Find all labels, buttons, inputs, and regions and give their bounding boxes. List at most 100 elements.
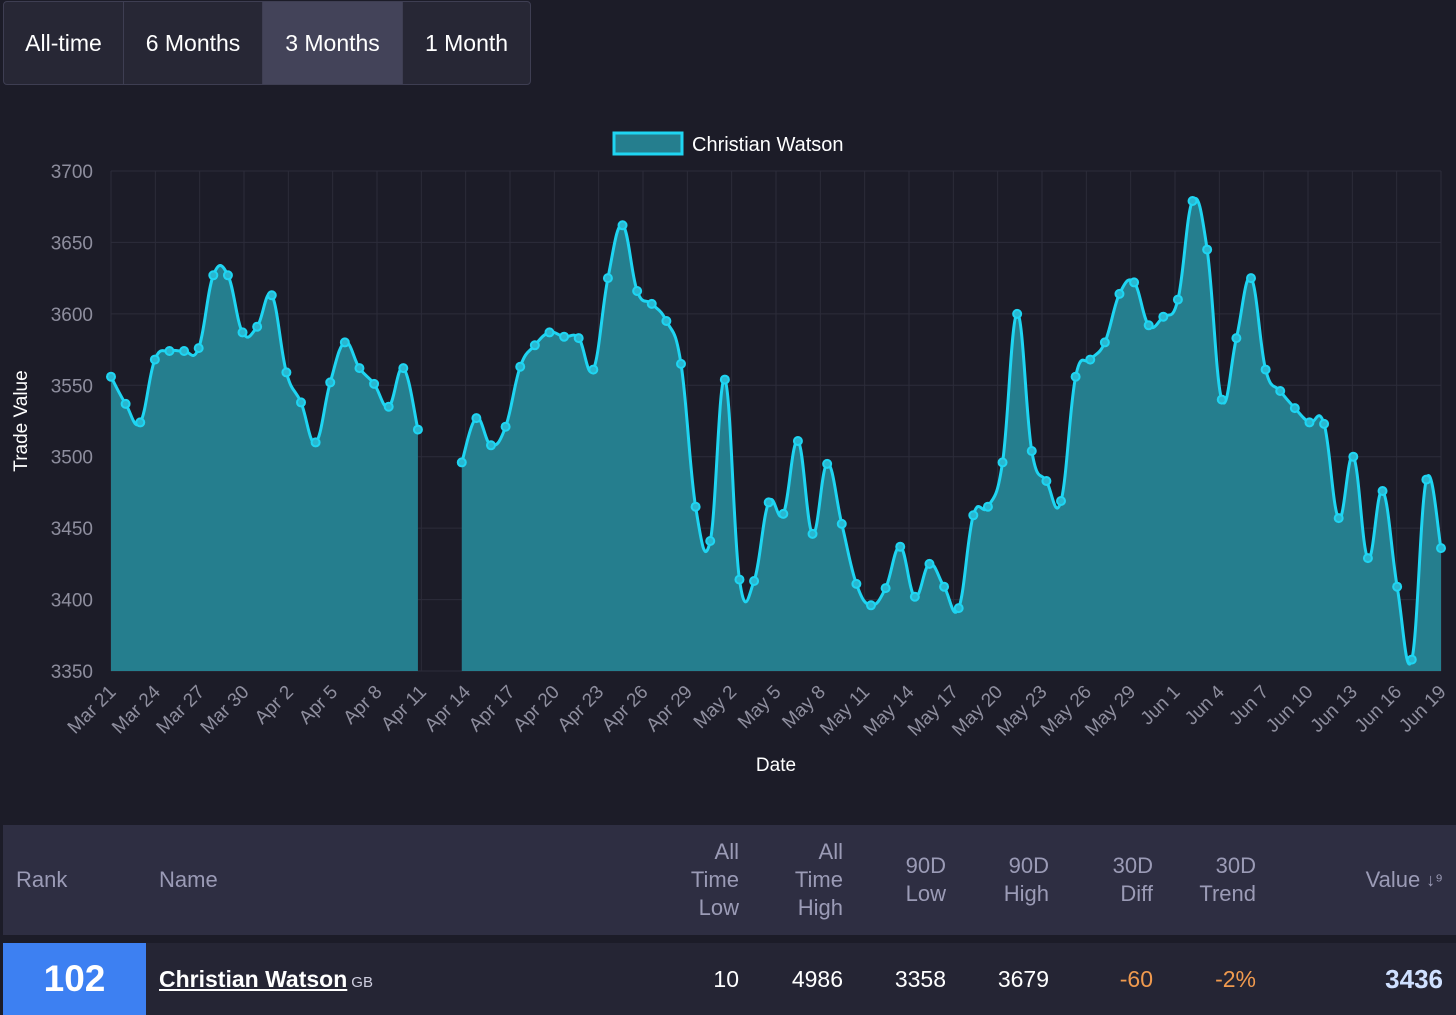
data-point: [1070, 371, 1081, 382]
header-value[interactable]: Value ↓⁹: [1365, 867, 1443, 892]
data-point: [807, 528, 818, 539]
player-name-cell: Christian Watson GB: [159, 943, 373, 1015]
data-point: [1275, 386, 1286, 396]
data-point: [544, 327, 555, 338]
x-tick-label: Jun 16: [1351, 682, 1406, 737]
data-point: [822, 458, 833, 469]
cell-90d-low: 3358: [894, 965, 946, 992]
header-30d-diff[interactable]: 30D Diff: [1112, 853, 1153, 906]
tab-3-months[interactable]: 3 Months: [263, 2, 403, 84]
data-point: [1406, 654, 1417, 665]
data-point: [690, 501, 701, 512]
x-tick-label: Apr 5: [295, 682, 342, 729]
data-point: [456, 457, 467, 468]
data-point: [617, 220, 628, 231]
header-90d-low[interactable]: 90D Low: [905, 853, 946, 906]
rank-badge: 102: [3, 943, 146, 1015]
tab-all-time[interactable]: All-time: [4, 2, 124, 84]
y-axis-title: Trade Value: [11, 370, 32, 471]
cell-30d-trend: -2%: [1215, 965, 1256, 992]
cell-all-time-low: 10: [713, 965, 739, 992]
y-tick-label: 3350: [51, 662, 93, 683]
data-point: [1377, 486, 1388, 496]
data-point: [266, 290, 277, 301]
legend-label: Christian Watson: [692, 134, 844, 156]
x-tick-label: Mar 24: [108, 681, 165, 738]
data-point: [310, 437, 321, 448]
data-point: [1202, 244, 1213, 255]
x-tick-label: Jun 10: [1262, 682, 1317, 737]
data-point: [1158, 311, 1169, 322]
x-tick-label: Apr 23: [554, 682, 608, 736]
data-point: [529, 340, 540, 351]
x-tick-label: May 5: [734, 682, 785, 733]
cell-30d-diff: -60: [1119, 965, 1153, 992]
data-point: [997, 457, 1008, 468]
data-point: [705, 536, 716, 546]
y-tick-label: 3700: [51, 162, 93, 183]
table-header: Rank Name All Time Low All Time High 90D Low …: [3, 825, 1456, 935]
data-point: [719, 374, 730, 385]
data-point: [500, 421, 511, 432]
data-point: [1348, 451, 1359, 462]
data-point: [237, 327, 248, 338]
data-point: [354, 363, 365, 374]
x-tick-label: Mar 30: [197, 682, 254, 739]
y-tick-label: 3600: [51, 305, 93, 326]
x-tick-label: Jun 1: [1137, 682, 1185, 730]
header-90d-high[interactable]: 90D High: [1003, 853, 1049, 906]
data-point: [1392, 581, 1403, 592]
header-name[interactable]: Name: [159, 867, 218, 892]
header-30d-trend[interactable]: 30D Trend: [1199, 853, 1256, 906]
cell-all-time-high: 4986: [791, 965, 843, 992]
data-point: [339, 337, 350, 348]
player-name-link[interactable]: Christian Watson: [159, 965, 348, 992]
y-tick-label: 3450: [51, 519, 93, 540]
data-point: [383, 401, 394, 412]
data-point: [1187, 196, 1198, 206]
data-point: [646, 298, 657, 309]
data-point: [222, 270, 233, 281]
data-point: [924, 558, 935, 569]
x-axis-title: Date: [756, 755, 796, 776]
header-all-time-high[interactable]: All Time High: [794, 839, 843, 920]
x-tick-label: Apr 26: [598, 682, 652, 736]
series-line: [109, 264, 420, 444]
data-point: [792, 436, 803, 446]
data-point: [1129, 277, 1140, 288]
cell-value: 3436: [1385, 963, 1443, 994]
header-rank[interactable]: Rank: [16, 867, 68, 892]
cell-90d-high: 3679: [997, 965, 1049, 992]
y-tick-label: 3550: [51, 376, 93, 397]
data-point: [1421, 474, 1432, 485]
tab-6-months[interactable]: 6 Months: [124, 2, 263, 84]
data-point: [149, 354, 160, 365]
player-table: Rank Name All Time Low All Time High 90D Low …: [3, 825, 1456, 1015]
data-point: [909, 591, 920, 602]
x-tick-label: Jun 4: [1181, 681, 1229, 729]
time-range-tabs: All-time 6 Months 3 Months 1 Month: [3, 1, 531, 85]
data-point: [588, 364, 599, 375]
data-point: [1172, 294, 1183, 305]
sort-descending-icon[interactable]: ↓⁹: [1426, 870, 1443, 890]
data-point: [1216, 394, 1227, 405]
data-point: [281, 367, 292, 378]
data-point: [208, 270, 219, 281]
data-point: [106, 371, 116, 382]
data-point: [252, 321, 263, 332]
data-point: [1056, 496, 1066, 506]
x-tick-label: Apr 2: [251, 682, 298, 729]
data-point: [1333, 513, 1344, 524]
tab-1-month[interactable]: 1 Month: [424, 29, 509, 56]
data-point: [939, 581, 950, 592]
table-row[interactable]: 102 Christian Watson GB 10 4986 3358 367…: [3, 943, 1456, 1015]
data-point: [471, 413, 482, 424]
header-all-time-low[interactable]: All Time Low: [690, 839, 739, 920]
data-point: [1304, 417, 1315, 428]
x-tick-label: Apr 29: [642, 682, 696, 736]
y-tick-label: 3400: [51, 591, 93, 612]
x-tick-label: Mar 27: [153, 682, 210, 739]
data-point: [486, 440, 496, 451]
data-point: [602, 273, 613, 284]
